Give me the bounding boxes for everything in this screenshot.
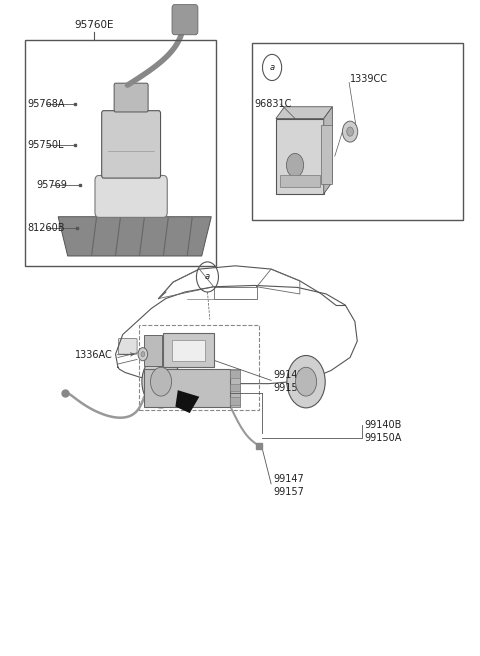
Circle shape — [347, 127, 353, 136]
Bar — [252, 43, 463, 220]
Text: 99157: 99157 — [274, 487, 304, 497]
Bar — [24, 40, 216, 266]
FancyBboxPatch shape — [95, 175, 167, 217]
Text: 99155: 99155 — [274, 383, 304, 393]
Text: 95768A: 95768A — [27, 99, 64, 109]
Polygon shape — [324, 107, 332, 194]
Text: 99150A: 99150A — [364, 433, 402, 443]
Text: 1336AC: 1336AC — [75, 350, 113, 360]
Circle shape — [151, 367, 171, 396]
Bar — [230, 370, 240, 378]
Text: a: a — [205, 272, 210, 281]
Text: 81260B: 81260B — [27, 224, 64, 234]
Text: 95750L: 95750L — [27, 140, 63, 150]
Bar — [322, 125, 332, 184]
FancyBboxPatch shape — [102, 111, 160, 178]
Polygon shape — [276, 107, 332, 119]
Polygon shape — [144, 269, 194, 417]
Bar — [226, 369, 240, 407]
Bar — [276, 119, 324, 194]
FancyBboxPatch shape — [172, 5, 198, 35]
FancyBboxPatch shape — [114, 83, 148, 112]
Circle shape — [287, 356, 325, 408]
Text: 99140B: 99140B — [364, 420, 402, 430]
Circle shape — [296, 367, 317, 396]
Circle shape — [142, 356, 180, 408]
Text: 99145: 99145 — [274, 370, 304, 380]
Bar — [144, 369, 230, 407]
Bar — [144, 335, 162, 366]
Bar — [163, 333, 214, 367]
Text: 96831C: 96831C — [254, 99, 292, 109]
Bar — [280, 175, 320, 187]
Circle shape — [141, 352, 145, 357]
Circle shape — [342, 121, 358, 142]
Text: 95769: 95769 — [36, 180, 68, 190]
Text: 1339CC: 1339CC — [350, 74, 388, 84]
Bar — [230, 384, 240, 392]
Polygon shape — [175, 390, 199, 413]
Bar — [230, 398, 240, 405]
Text: 95760E: 95760E — [74, 20, 114, 30]
Bar — [172, 340, 205, 361]
Text: a: a — [269, 63, 275, 72]
Text: 99147: 99147 — [274, 474, 304, 483]
Bar — [140, 325, 259, 410]
Polygon shape — [58, 216, 211, 256]
FancyBboxPatch shape — [119, 338, 137, 354]
Circle shape — [287, 154, 304, 177]
Circle shape — [138, 348, 148, 361]
